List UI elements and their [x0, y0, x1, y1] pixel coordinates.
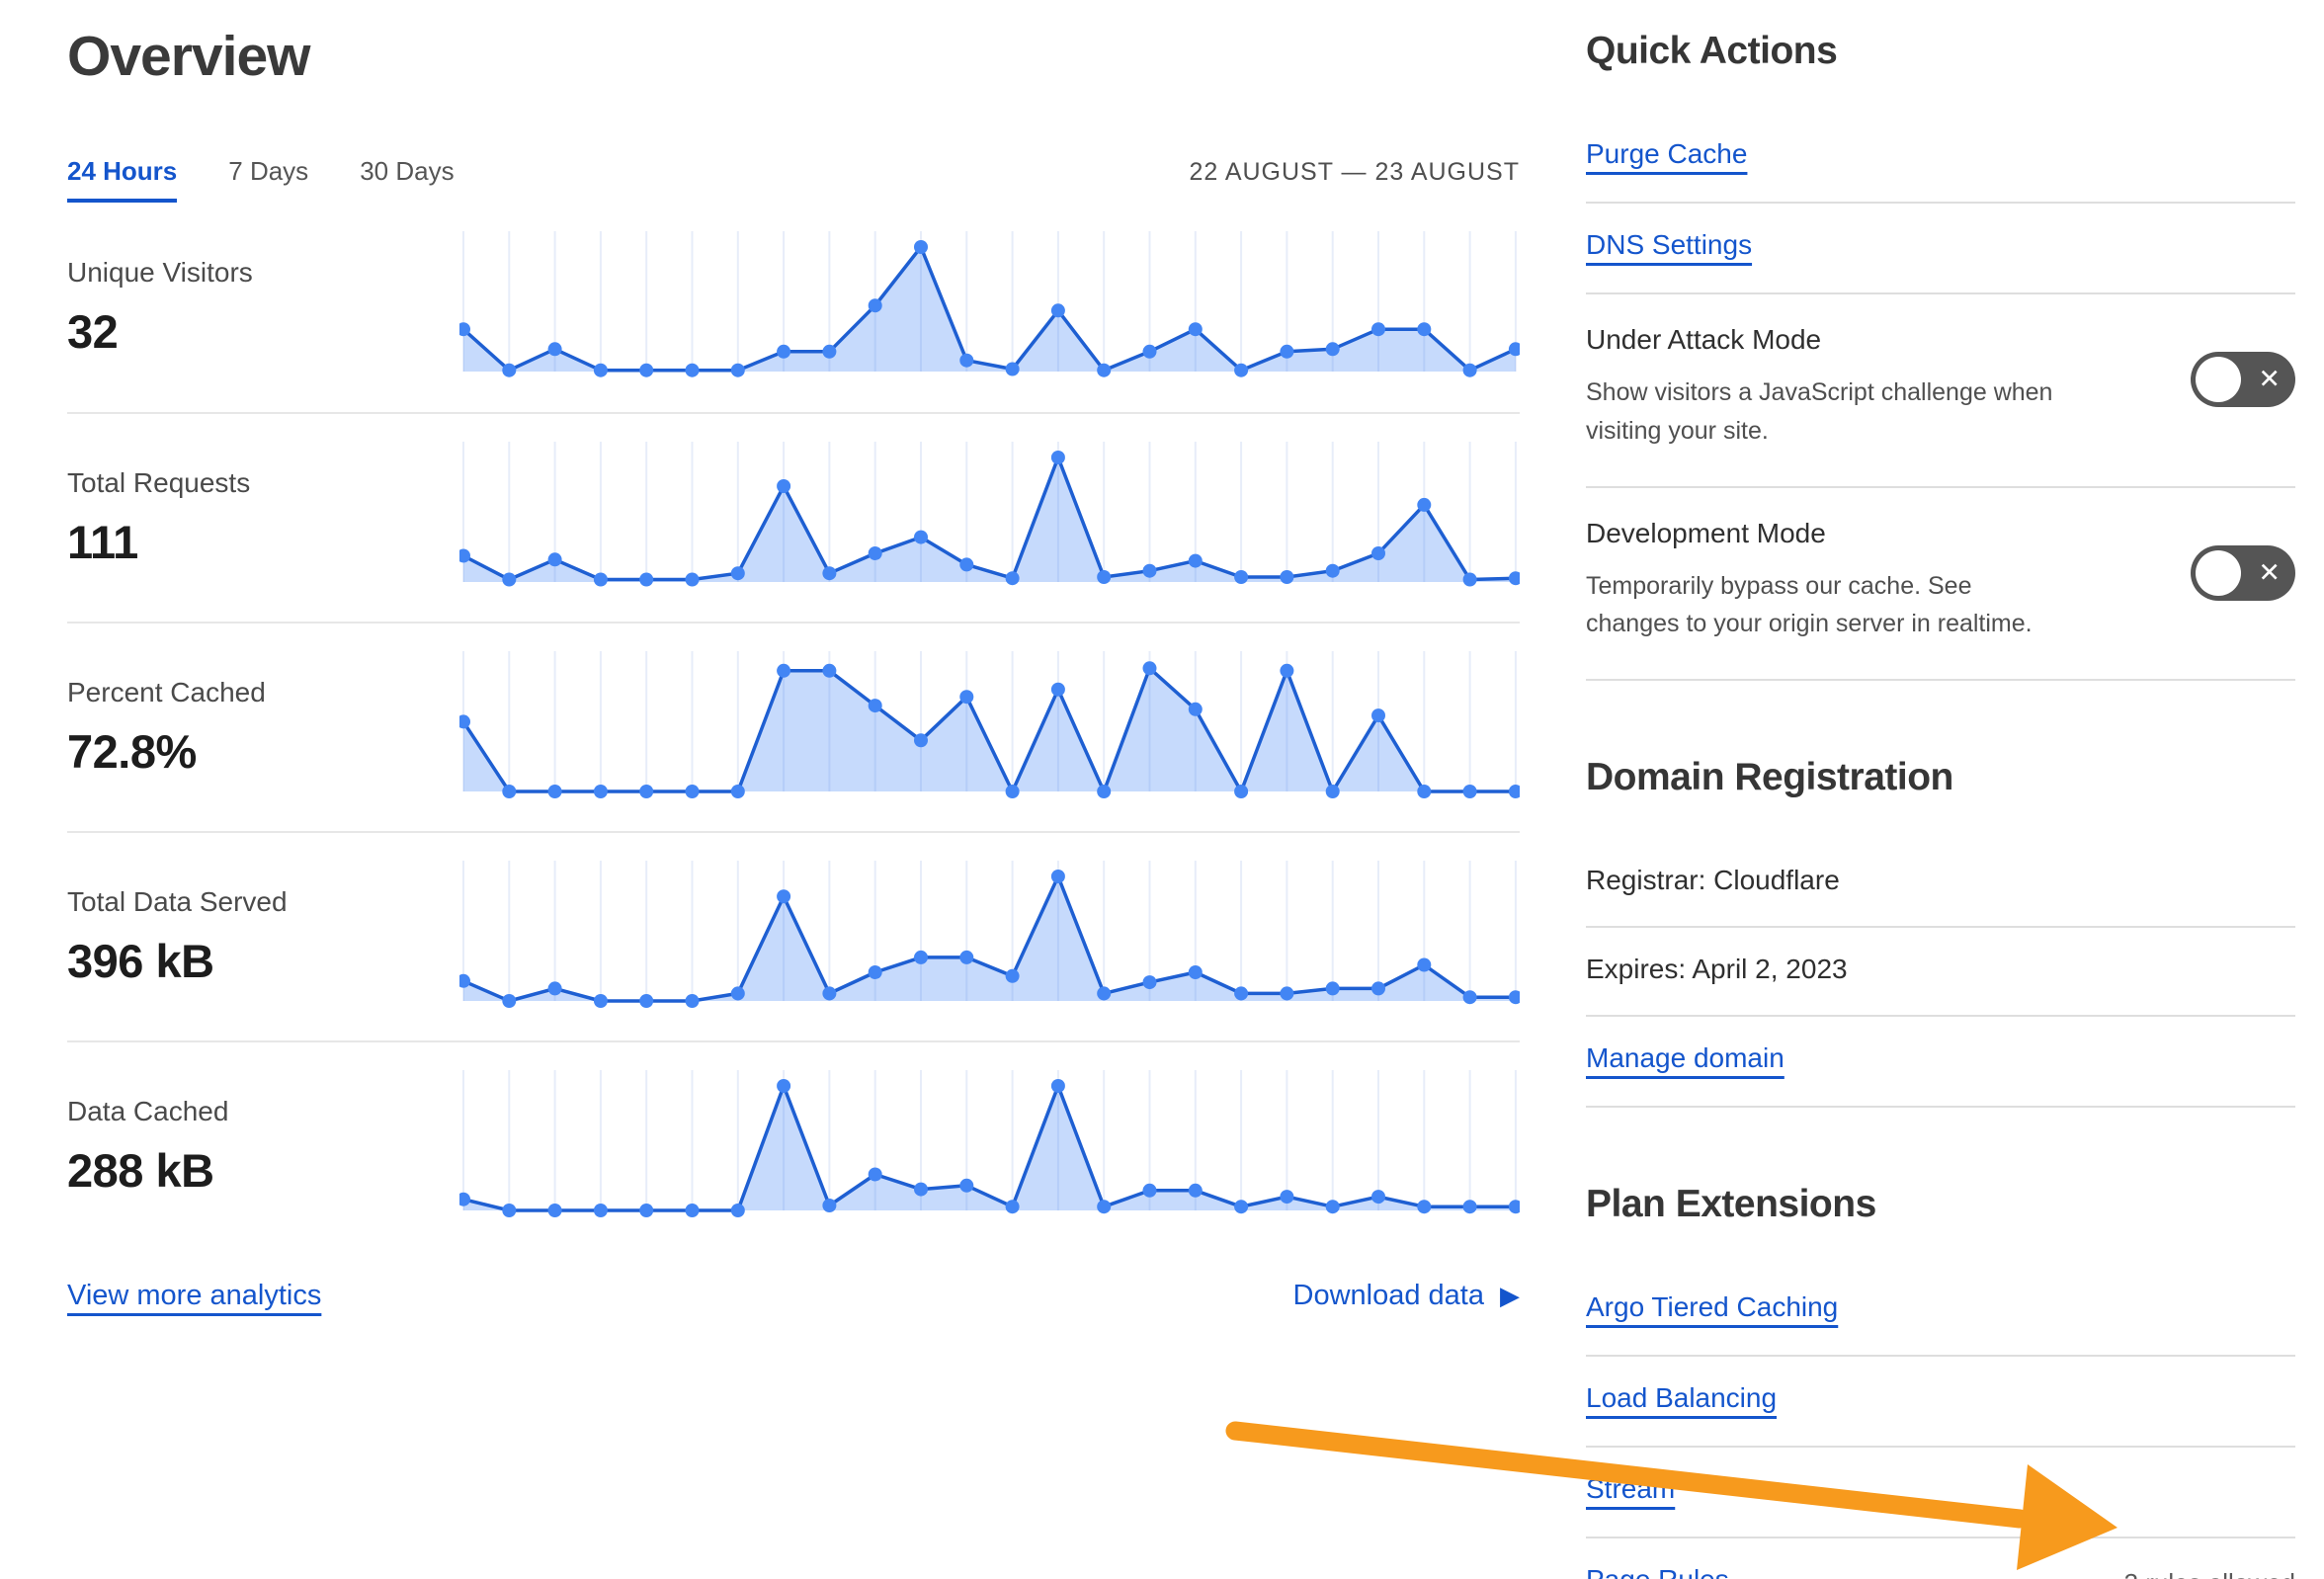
registrar-value: Registrar: Cloudflare	[1586, 865, 1840, 895]
stream-link[interactable]: Stream	[1586, 1473, 1676, 1504]
tab-7-days[interactable]: 7 Days	[228, 156, 309, 186]
quick-actions-title: Quick Actions	[1586, 30, 1838, 72]
argo-row: Argo Tiered Caching	[1586, 1266, 2295, 1357]
sparkline-total-requests	[459, 442, 1520, 587]
metric-row-percent-cached: Percent Cached 72.8%	[67, 622, 1520, 831]
sidebar: Quick Actions Purge Cache DNS Settings U…	[1586, 30, 2295, 1579]
sparkline-percent-cached	[459, 651, 1520, 798]
registrar-row: Registrar: Cloudflare	[1586, 839, 2295, 928]
dns-settings-link[interactable]: DNS Settings	[1586, 229, 1753, 260]
domain-registration-title: Domain Registration	[1586, 756, 1953, 798]
toggle-off-x-icon: ✕	[2258, 364, 2281, 394]
date-range-label: 22 AUGUST — 23 AUGUST	[1189, 158, 1520, 186]
analytics-overview-panel: Overview 24 Hours 7 Days 30 Days 22 AUGU…	[67, 24, 1520, 1312]
load-balancing-row: Load Balancing	[1586, 1357, 2295, 1448]
dns-settings-row: DNS Settings	[1586, 204, 2295, 294]
plan-extensions-title: Plan Extensions	[1586, 1183, 1876, 1225]
sparkline-unique-visitors	[459, 231, 1520, 377]
time-range-tabs: 24 Hours 7 Days 30 Days 22 AUGUST — 23 A…	[67, 156, 1520, 203]
development-mode-toggle[interactable]: ✕	[2191, 544, 2295, 601]
metric-label: Total Requests	[67, 466, 251, 498]
argo-tiered-caching-link[interactable]: Argo Tiered Caching	[1586, 1291, 1839, 1322]
under-attack-mode-description: Show visitors a JavaScript challenge whe…	[1586, 378, 2053, 445]
page-rules-allowance-note: 3 rules allowed	[2124, 1568, 2295, 1579]
development-mode-description: Temporarily bypass our cache. See change…	[1586, 571, 2033, 638]
page-rules-row: Page Rules 3 rules allowed	[1586, 1538, 2295, 1579]
under-attack-mode-title: Under Attack Mode	[1586, 324, 1822, 355]
toggle-knob	[2196, 357, 2241, 402]
metric-value: 111	[67, 515, 138, 568]
tab-24-hours[interactable]: 24 Hours	[67, 156, 178, 203]
download-data-link[interactable]: Download data ▶	[1293, 1280, 1520, 1312]
metric-row-total-data-served: Total Data Served 396 kB	[67, 831, 1520, 1040]
metric-row-total-requests: Total Requests 111	[67, 412, 1520, 622]
metric-row-unique-visitors: Unique Visitors 32	[67, 203, 1520, 412]
manage-domain-link[interactable]: Manage domain	[1586, 1042, 1784, 1073]
purge-cache-link[interactable]: Purge Cache	[1586, 138, 1748, 169]
metric-value: 396 kB	[67, 934, 214, 987]
view-more-analytics-link[interactable]: View more analytics	[67, 1280, 322, 1311]
under-attack-mode-row: Under Attack Mode Show visitors a JavaSc…	[1586, 294, 2295, 488]
sparkline-data-cached	[459, 1070, 1520, 1217]
sparkline-total-data-served	[459, 861, 1520, 1008]
metric-label: Percent Cached	[67, 676, 266, 707]
tab-30-days[interactable]: 30 Days	[360, 156, 455, 186]
page-title: Overview	[67, 25, 311, 88]
metric-row-data-cached: Data Cached 288 kB	[67, 1040, 1520, 1250]
expires-value: Expires: April 2, 2023	[1586, 954, 1848, 984]
page-rules-link[interactable]: Page Rules	[1586, 1538, 1729, 1579]
metric-value: 32	[67, 304, 119, 358]
stream-row: Stream	[1586, 1448, 2295, 1538]
development-mode-row: Development Mode Temporarily bypass our …	[1586, 488, 2295, 681]
under-attack-mode-toggle[interactable]: ✕	[2191, 352, 2295, 407]
metric-value: 288 kB	[67, 1143, 214, 1197]
manage-domain-row: Manage domain	[1586, 1017, 2295, 1108]
load-balancing-link[interactable]: Load Balancing	[1586, 1382, 1778, 1413]
expires-row: Expires: April 2, 2023	[1586, 928, 2295, 1017]
play-triangle-icon: ▶	[1500, 1281, 1520, 1310]
toggle-knob	[2196, 549, 2241, 596]
toggle-off-x-icon: ✕	[2258, 557, 2281, 587]
download-data-label: Download data	[1292, 1280, 1484, 1311]
metric-value: 72.8%	[67, 724, 197, 778]
metric-label: Total Data Served	[67, 885, 288, 917]
metric-label: Data Cached	[67, 1095, 229, 1126]
development-mode-title: Development Mode	[1586, 517, 1826, 548]
metric-label: Unique Visitors	[67, 256, 253, 288]
purge-cache-row: Purge Cache	[1586, 113, 2295, 204]
